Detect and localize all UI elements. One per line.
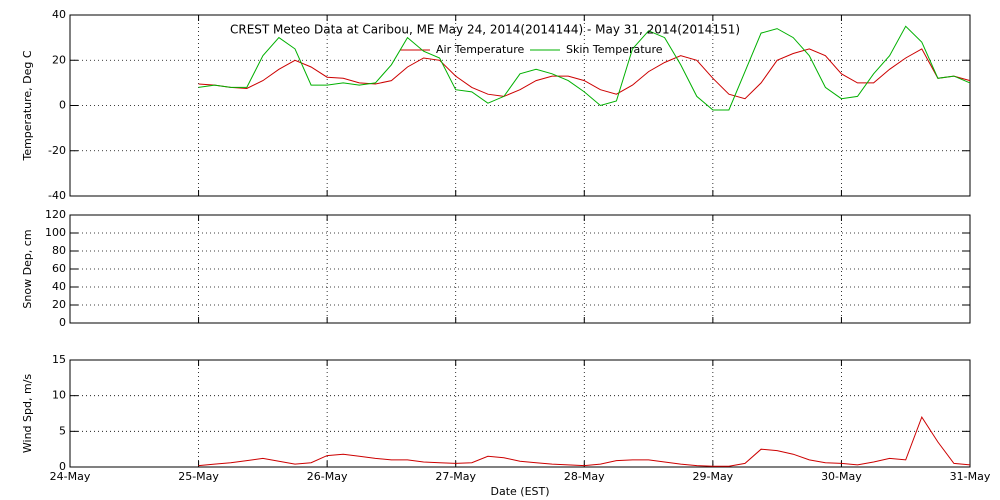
y-tick-label: 5 [59, 424, 66, 437]
y-tick-label: 0 [59, 316, 66, 329]
y-tick-label: 40 [52, 8, 66, 21]
plot-frame [69, 14, 971, 197]
data-line [198, 25, 971, 111]
x-tick-label: 31-May [950, 470, 991, 483]
x-tick-label: 28-May [564, 470, 605, 483]
y-tick-label: 10 [52, 389, 66, 402]
y-tick-label: -40 [48, 189, 66, 202]
y-tick-label: 100 [45, 226, 66, 239]
x-tick-label: 26-May [307, 470, 348, 483]
y-axis-label: Wind Spd, m/s [21, 374, 34, 454]
chart-title: CREST Meteo Data at Caribou, ME May 24, … [230, 23, 740, 37]
y-axis-label: Snow Dep, cm [21, 229, 34, 308]
x-tick-label: 25-May [178, 470, 219, 483]
y-tick-label: 0 [59, 460, 66, 473]
x-axis-label: Date (EST) [490, 485, 549, 498]
x-tick-label: 27-May [435, 470, 476, 483]
plot-frame [69, 214, 971, 324]
y-axis-label: Temperature, Deg C [21, 50, 34, 161]
y-tick-label: 120 [45, 208, 66, 221]
x-tick-label: 30-May [821, 470, 862, 483]
y-tick-label: 0 [59, 99, 66, 112]
data-line [198, 48, 971, 100]
data-line [198, 415, 971, 467]
y-tick-label: -20 [48, 144, 66, 157]
x-tick-label: 29-May [692, 470, 733, 483]
legend-label: Air Temperature [436, 43, 525, 56]
y-tick-label: 20 [52, 53, 66, 66]
y-tick-label: 60 [52, 262, 66, 275]
y-tick-label: 15 [52, 353, 66, 366]
legend-label: Skin Temperature [566, 43, 663, 56]
plot-frame [69, 359, 971, 468]
y-tick-label: 20 [52, 298, 66, 311]
x-tick-label: 24-May [50, 470, 91, 483]
y-tick-label: 40 [52, 280, 66, 293]
y-tick-label: 80 [52, 244, 66, 257]
